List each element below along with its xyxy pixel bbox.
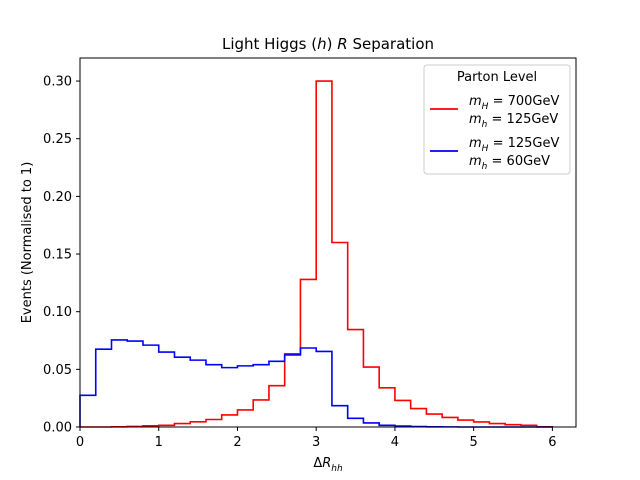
series-line-2 [79, 339, 553, 428]
chart-title: Light Higgs (h) R Separation [222, 35, 434, 53]
x-tick-label: 0 [76, 435, 84, 450]
series-line-1 [80, 80, 554, 428]
x-tick-label: 5 [470, 435, 478, 450]
legend-label-1-line-2: mh = 125GeV [469, 112, 558, 130]
legend-label-1-line-1: mH = 700GeV [469, 94, 559, 112]
y-tick-label: 0.25 [43, 132, 72, 147]
y-tick-label: 0.05 [43, 363, 72, 378]
x-tick-label: 4 [391, 435, 399, 450]
x-tick-label: 2 [233, 435, 241, 450]
legend-label-2-line-2: mh = 60GeV [469, 154, 550, 172]
y-tick-label: 0.10 [43, 305, 72, 320]
axes-frame [79, 57, 577, 428]
y-axis-label: Events (Normalised to 1) [20, 162, 35, 324]
x-tick-label: 1 [155, 435, 163, 450]
legend-label-2-line-1: mH = 125GeV [469, 136, 559, 154]
x-axis-label: ΔRhh [313, 456, 343, 474]
y-axis-ticks: 0.00 0.05 0.10 0.15 0.20 0.25 0.30 [43, 75, 80, 436]
y-tick-label: 0.15 [43, 248, 72, 263]
y-tick-label: 0.20 [43, 190, 72, 205]
x-tick-label: 6 [548, 435, 556, 450]
x-axis-ticks: 0 1 2 3 4 5 6 [76, 427, 557, 450]
x-tick-label: 3 [312, 435, 320, 450]
legend-title: Parton Level [457, 70, 537, 85]
legend-box [423, 64, 571, 175]
y-tick-label: 0.00 [43, 421, 72, 436]
y-tick-label: 0.30 [43, 75, 72, 90]
